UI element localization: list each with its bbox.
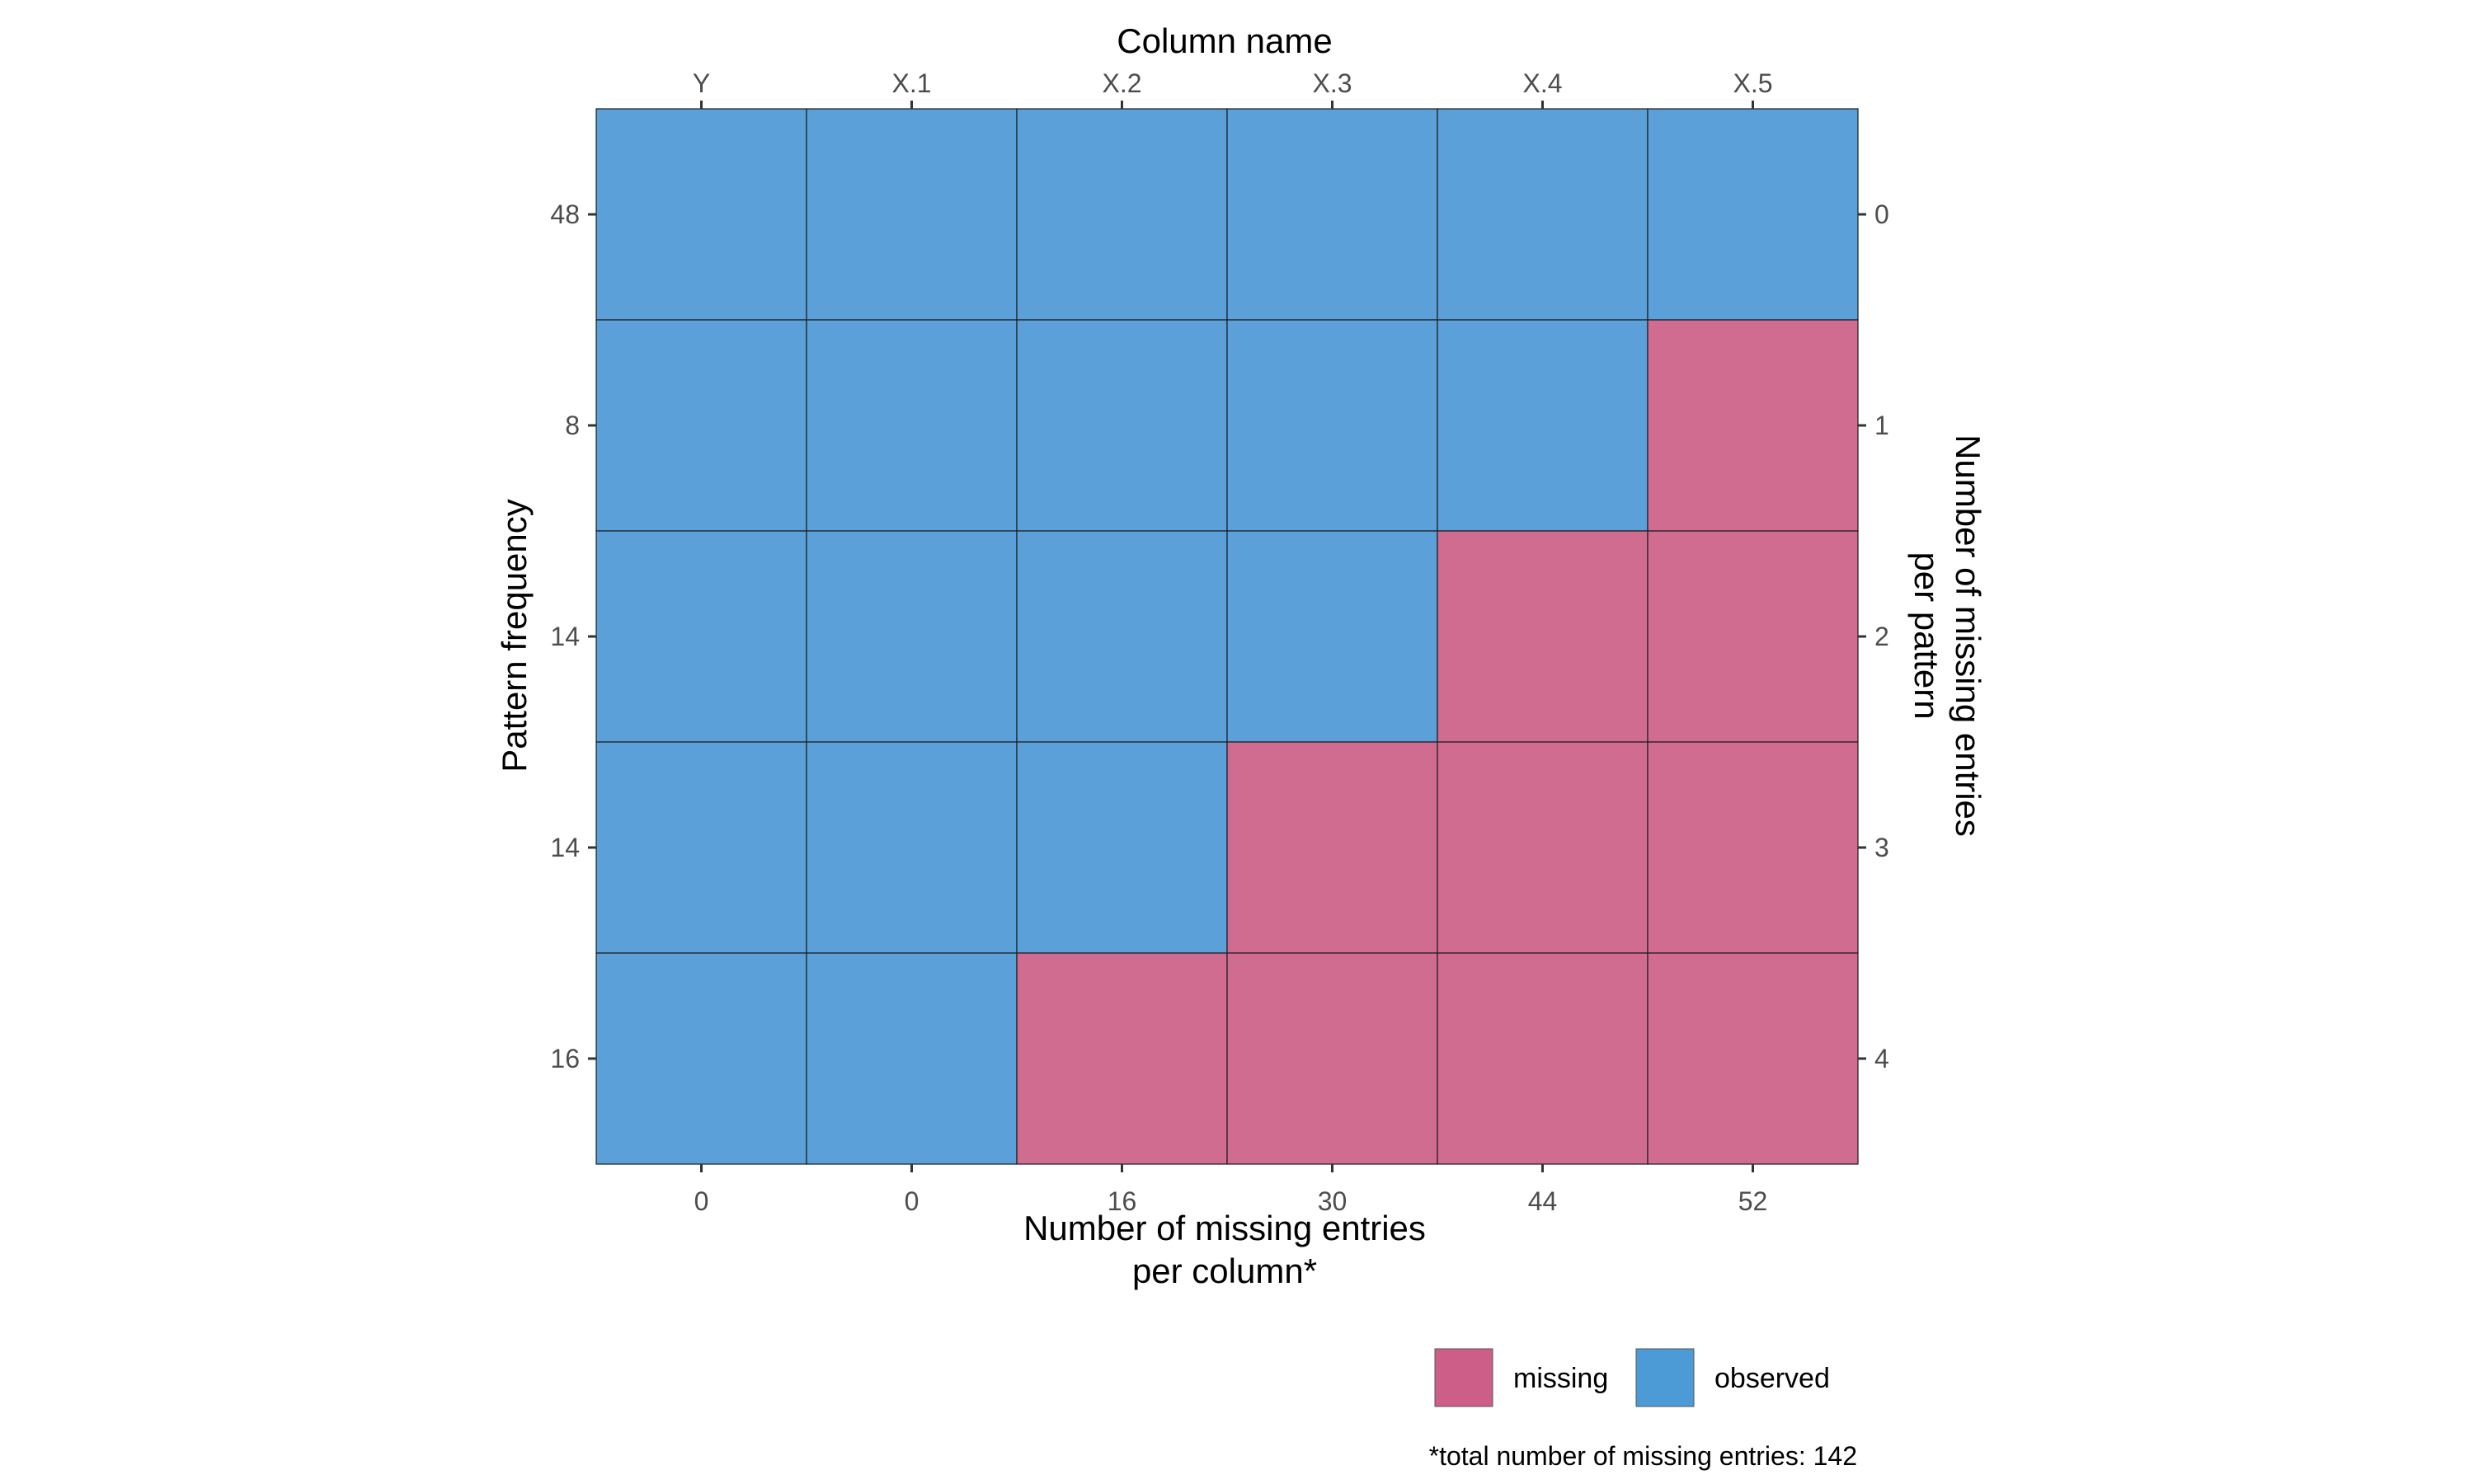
missing-per-column-label: 44 (1528, 1186, 1558, 1216)
bottom-axis-title-line-2: per column* (1132, 1252, 1317, 1290)
pattern-frequency-label: 16 (550, 1044, 580, 1073)
column-name-label: X.3 (1312, 68, 1352, 98)
missing-per-pattern-label: 0 (1874, 200, 1889, 229)
cell-missing-r1-c5 (1647, 319, 1859, 532)
pattern-frequency-label: 48 (550, 200, 580, 229)
cell-missing-r2-c4 (1437, 530, 1649, 743)
cell-observed-r1-c0 (595, 319, 807, 532)
missing-per-column-label: 0 (905, 1186, 920, 1216)
cell-missing-r4-c5 (1647, 952, 1859, 1165)
cell-observed-r2-c0 (595, 530, 807, 743)
cell-missing-r4-c4 (1437, 952, 1649, 1165)
column-name-label: Y (693, 68, 710, 98)
missing-per-column-label: 30 (1318, 1186, 1348, 1216)
cell-observed-r3-c2 (1016, 741, 1228, 954)
missing-per-column-label: 0 (694, 1186, 709, 1216)
heatmap-cells (595, 108, 1859, 1165)
bottom-axis-title-line-1: Number of missing entries (1023, 1209, 1426, 1247)
column-name-label: X.1 (891, 68, 931, 98)
cell-missing-r4-c3 (1226, 952, 1438, 1165)
right-axis-title-line-1: Number of missing entries (1949, 434, 1987, 837)
cell-observed-r2-c2 (1016, 530, 1228, 743)
cell-observed-r0-c2 (1016, 108, 1228, 321)
pattern-frequency-label: 8 (565, 411, 580, 440)
column-name-label: X.4 (1522, 68, 1562, 98)
right-axis-title: Number of missing entries per pattern (1907, 434, 1987, 837)
cell-observed-r1-c4 (1437, 319, 1649, 532)
cell-observed-r0-c0 (595, 108, 807, 321)
missing-per-pattern-label: 2 (1874, 622, 1889, 651)
legend-label-observed: observed (1714, 1363, 1830, 1394)
column-name-label: X.2 (1102, 68, 1141, 98)
cell-observed-r0-c1 (806, 108, 1018, 321)
missing-per-pattern-label: 3 (1874, 833, 1889, 862)
legend: missing observed (1434, 1348, 1830, 1407)
missing-per-column-label: 16 (1108, 1186, 1137, 1216)
missing-per-pattern-label: 1 (1874, 411, 1889, 440)
cell-observed-r3-c0 (595, 741, 807, 954)
pattern-frequency-label: 14 (550, 833, 580, 862)
cell-observed-r1-c3 (1226, 319, 1438, 532)
cell-missing-r2-c5 (1647, 530, 1859, 743)
pattern-frequency-label: 14 (550, 622, 580, 651)
cell-missing-r3-c3 (1226, 741, 1438, 954)
cell-observed-r1-c1 (806, 319, 1018, 532)
legend-label-missing: missing (1513, 1363, 1608, 1394)
legend-swatch-missing (1434, 1348, 1493, 1407)
cell-observed-r0-c3 (1226, 108, 1438, 321)
cell-observed-r0-c5 (1647, 108, 1859, 321)
cell-observed-r2-c3 (1226, 530, 1438, 743)
column-name-label: X.5 (1733, 68, 1772, 98)
cell-observed-r2-c1 (806, 530, 1018, 743)
legend-swatch-observed (1635, 1348, 1695, 1407)
cell-missing-r3-c4 (1437, 741, 1649, 954)
right-axis-title-line-2: per pattern (1907, 552, 1946, 719)
cell-observed-r3-c1 (806, 741, 1018, 954)
cell-observed-r1-c2 (1016, 319, 1228, 532)
top-axis-title: Column name (1117, 21, 1332, 60)
missing-per-pattern-label: 4 (1874, 1044, 1889, 1073)
missing-per-column-label: 52 (1738, 1186, 1768, 1216)
caption-total-missing: *total number of missing entries: 142 (1429, 1441, 1857, 1471)
left-axis-title: Pattern frequency (495, 499, 534, 773)
cell-observed-r4-c1 (806, 952, 1018, 1165)
axes: Y X.1 X.2 X.3 X.4 X.5 0 0 16 30 44 52 48 8 14 14 16 0 1 2 3 4 (550, 68, 1888, 1216)
cell-observed-r4-c0 (595, 952, 807, 1165)
cell-missing-r4-c2 (1016, 952, 1228, 1165)
cell-observed-r0-c4 (1437, 108, 1649, 321)
cell-missing-r3-c5 (1647, 741, 1859, 954)
